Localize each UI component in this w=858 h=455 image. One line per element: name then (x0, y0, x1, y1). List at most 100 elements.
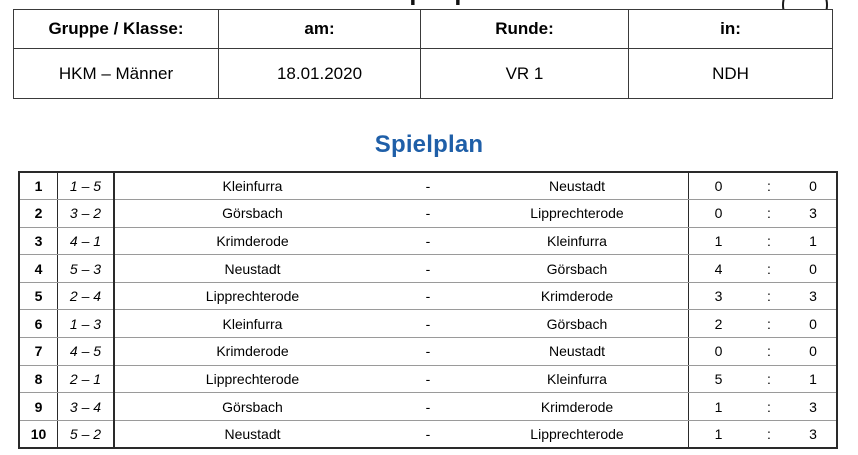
meta-value-in: NDH (628, 48, 833, 99)
goals-home: 1 (688, 226, 748, 256)
home-team: Kleinfurra (114, 171, 390, 201)
match-pairing: 2 – 4 (57, 281, 115, 311)
score-colon: : (748, 392, 790, 421)
circle-logo-icon (782, 0, 828, 9)
goals-home: 5 (688, 364, 748, 394)
versus-dash: - (390, 226, 466, 256)
goals-away: 3 (790, 199, 838, 228)
home-team: Krimderode (114, 337, 390, 366)
goals-away: 1 (790, 364, 838, 394)
match-number: 5 (18, 281, 58, 311)
score-colon: : (748, 226, 790, 256)
match-pairing: 1 – 3 (57, 309, 115, 339)
table-row: 10 5 – 2 Neustadt - Lipprechterode 1:3 (18, 419, 838, 449)
goals-away: 1 (790, 226, 838, 256)
meta-value-gruppe: HKM – Männer (13, 48, 219, 99)
goals-away: 0 (790, 254, 838, 283)
home-team: Krimderode (114, 226, 390, 256)
match-number: 8 (18, 364, 58, 394)
goals-home: 0 (688, 337, 748, 366)
versus-dash: - (390, 281, 466, 311)
away-team: Lipprechterode (466, 199, 689, 228)
score-colon: : (748, 364, 790, 394)
meta-value-am: 18.01.2020 (218, 48, 421, 99)
away-team: Krimderode (466, 392, 689, 421)
match-number: 4 (18, 254, 58, 283)
away-team: Lipprechterode (466, 419, 689, 449)
meta-header-runde: Runde: (420, 9, 629, 49)
match-number: 6 (18, 309, 58, 339)
versus-dash: - (390, 171, 466, 201)
match-pairing: 3 – 4 (57, 392, 115, 421)
versus-dash: - (390, 364, 466, 394)
goals-away: 0 (790, 337, 838, 366)
home-team: Lipprechterode (114, 364, 390, 394)
goals-home: 0 (688, 199, 748, 228)
match-pairing: 4 – 1 (57, 226, 115, 256)
meta-header-row: Gruppe / Klasse: am: Runde: in: (13, 9, 833, 49)
meta-header-in: in: (628, 9, 833, 49)
match-number: 7 (18, 337, 58, 366)
score-colon: : (748, 281, 790, 311)
match-pairing: 3 – 2 (57, 199, 115, 228)
home-team: Neustadt (114, 254, 390, 283)
away-team: Krimderode (466, 281, 689, 311)
meta-value-runde: VR 1 (420, 48, 629, 99)
spielplan-heading: Spielplan (374, 131, 484, 158)
away-team: Görsbach (466, 309, 689, 339)
match-number: 10 (18, 419, 58, 449)
goals-home: 1 (688, 419, 748, 449)
score-colon: : (748, 419, 790, 449)
goals-home: 0 (688, 171, 748, 201)
versus-dash: - (390, 392, 466, 421)
versus-dash: - (390, 337, 466, 366)
versus-dash: - (390, 419, 466, 449)
goals-away: 0 (790, 309, 838, 339)
match-number: 9 (18, 392, 58, 421)
goals-away: 3 (790, 281, 838, 311)
home-team: Görsbach (114, 199, 390, 228)
match-number: 2 (18, 199, 58, 228)
competition-meta-table: Gruppe / Klasse: am: Runde: in: HKM – Mä… (13, 9, 833, 99)
match-pairing: 4 – 5 (57, 337, 115, 366)
away-team: Kleinfurra (466, 226, 689, 256)
home-team: Lipprechterode (114, 281, 390, 311)
meta-header-gruppe: Gruppe / Klasse: (13, 9, 219, 49)
score-colon: : (748, 337, 790, 366)
match-pairing: 2 – 1 (57, 364, 115, 394)
versus-dash: - (390, 254, 466, 283)
match-pairing: 5 – 2 (57, 419, 115, 449)
home-team: Neustadt (114, 419, 390, 449)
home-team: Görsbach (114, 392, 390, 421)
goals-home: 4 (688, 254, 748, 283)
match-number: 1 (18, 171, 58, 201)
home-team: Kleinfurra (114, 309, 390, 339)
away-team: Neustadt (466, 171, 689, 201)
match-pairing: 5 – 3 (57, 254, 115, 283)
score-colon: : (748, 309, 790, 339)
goals-away: 0 (790, 171, 838, 201)
meta-value-row: HKM – Männer 18.01.2020 VR 1 NDH (13, 48, 833, 99)
away-team: Görsbach (466, 254, 689, 283)
document-title-partial: Spielplan (300, 0, 600, 7)
meta-header-am: am: (218, 9, 421, 49)
versus-dash: - (390, 199, 466, 228)
away-team: Neustadt (466, 337, 689, 366)
goals-home: 2 (688, 309, 748, 339)
match-pairing: 1 – 5 (57, 171, 115, 201)
score-colon: : (748, 199, 790, 228)
score-colon: : (748, 171, 790, 201)
away-team: Kleinfurra (466, 364, 689, 394)
goals-away: 3 (790, 419, 838, 449)
score-colon: : (748, 254, 790, 283)
